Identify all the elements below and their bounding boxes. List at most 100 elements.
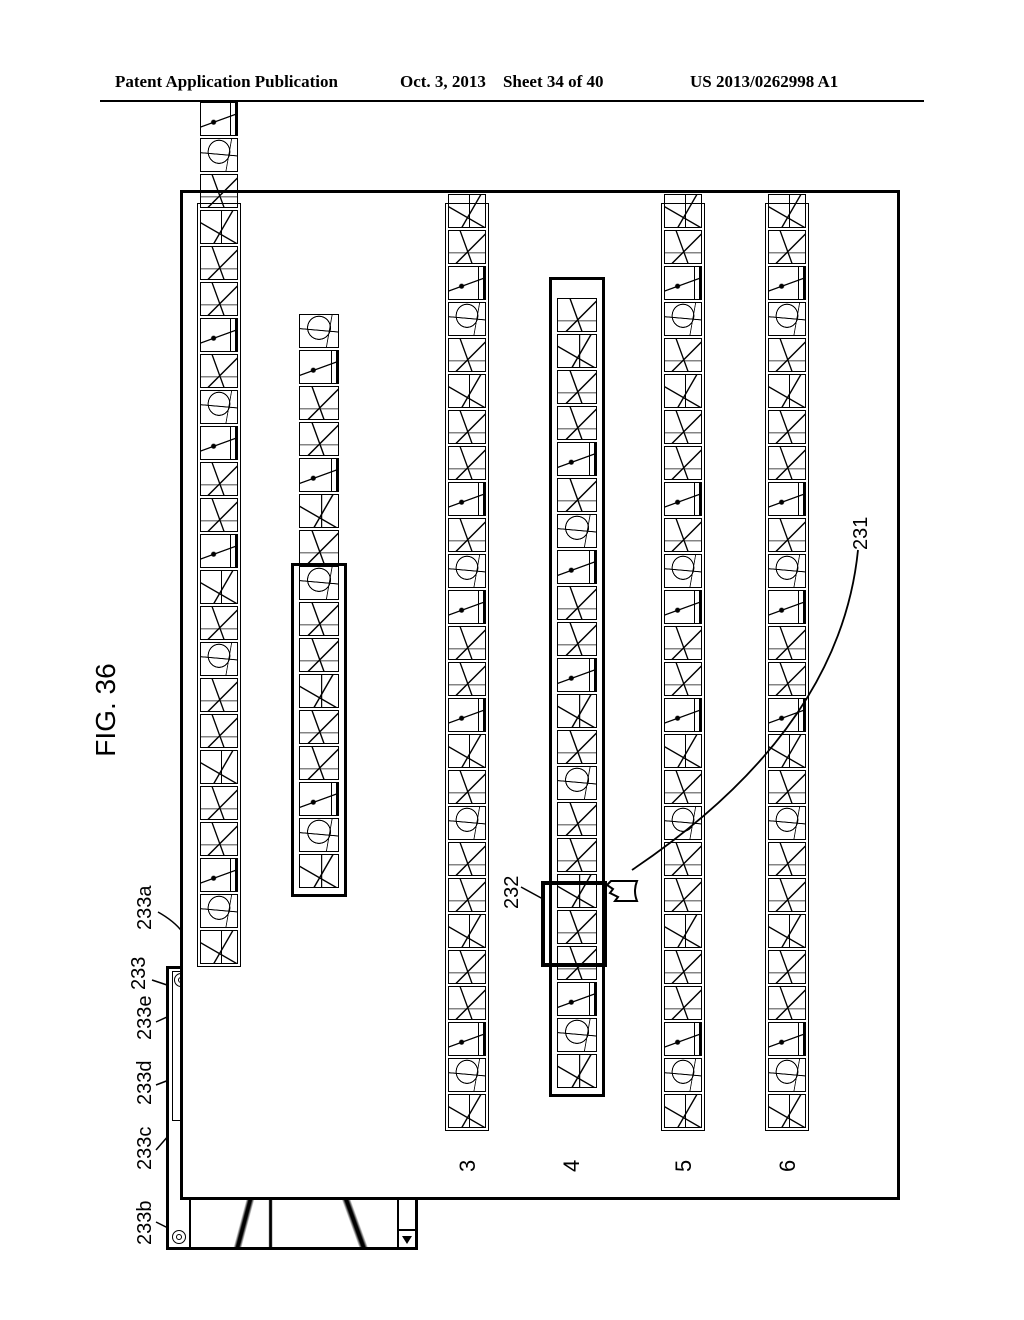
thumbnail[interactable] [299,710,339,744]
thumbnail[interactable] [299,782,339,816]
thumbnail[interactable] [200,210,238,244]
thumbnail[interactable] [768,194,806,228]
thumbnail[interactable] [768,950,806,984]
thumbnail[interactable] [664,302,702,336]
thumbnail[interactable] [768,1094,806,1128]
thumbnail[interactable] [557,334,597,368]
thumbnail[interactable] [200,498,238,532]
thumbnail[interactable] [557,586,597,620]
thumbnail[interactable] [448,194,486,228]
thumbnail[interactable] [299,566,339,600]
thumbnail[interactable] [768,986,806,1020]
thumbnail[interactable] [768,266,806,300]
thumbnail[interactable] [448,1094,486,1128]
thumbnail[interactable] [299,638,339,672]
thumbnail[interactable] [448,662,486,696]
thumbnail[interactable] [200,642,238,676]
thumbnail[interactable] [448,842,486,876]
thumbnail[interactable] [448,986,486,1020]
thumbnail[interactable] [664,230,702,264]
thumbnail[interactable] [448,374,486,408]
thumbnail[interactable] [557,370,597,404]
thumbnail[interactable] [299,422,339,456]
thumbnail[interactable] [448,554,486,588]
thumbnail[interactable] [299,494,339,528]
thumbnail[interactable] [768,374,806,408]
thumbnail[interactable] [768,914,806,948]
thumbnail[interactable] [200,462,238,496]
btn-233b-icon[interactable] [171,1229,187,1245]
thumbnail[interactable] [768,482,806,516]
thumbnail[interactable] [557,1018,597,1052]
thumbnail[interactable] [557,658,597,692]
thumbnail[interactable] [664,266,702,300]
thumbnail[interactable] [448,230,486,264]
thumbnail[interactable] [664,374,702,408]
thumbnail[interactable] [448,302,486,336]
thumbnail[interactable] [200,138,238,172]
thumbnail[interactable] [557,1054,597,1088]
thumbnail[interactable] [299,818,339,852]
thumbnail[interactable] [768,302,806,336]
thumbnail[interactable] [299,530,339,564]
thumbnail[interactable] [557,550,597,584]
thumbnail[interactable] [200,426,238,460]
thumbnail[interactable] [200,822,238,856]
thumbnail[interactable] [768,1058,806,1092]
thumbnail-strip[interactable] [197,203,241,967]
thumbnail[interactable] [200,858,238,892]
thumbnail[interactable] [200,606,238,640]
scroll-left-icon[interactable] [399,1229,415,1247]
thumbnail[interactable] [664,410,702,444]
thumbnail[interactable] [664,482,702,516]
thumbnail[interactable] [557,478,597,512]
thumbnail[interactable] [557,406,597,440]
thumbnail[interactable] [299,386,339,420]
thumbnail[interactable] [664,950,702,984]
thumbnail[interactable] [200,534,238,568]
thumbnail[interactable] [448,950,486,984]
thumbnail[interactable] [200,174,238,208]
thumbnail[interactable] [448,1022,486,1056]
thumbnail[interactable] [664,338,702,372]
thumbnail[interactable] [448,410,486,444]
thumbnail[interactable] [664,194,702,228]
thumbnail[interactable] [299,314,339,348]
thumbnail[interactable] [200,678,238,712]
thumbnail[interactable] [200,318,238,352]
thumbnail[interactable] [200,570,238,604]
thumbnail[interactable] [299,746,339,780]
thumbnail[interactable] [664,986,702,1020]
highlight-232[interactable] [541,881,607,967]
thumbnail[interactable] [768,446,806,480]
thumbnail[interactable] [768,230,806,264]
thumbnail[interactable] [768,878,806,912]
thumbnail[interactable] [557,802,597,836]
thumbnail[interactable] [448,626,486,660]
thumbnail[interactable] [557,514,597,548]
thumbnail[interactable] [557,298,597,332]
thumbnail[interactable] [200,930,238,964]
thumbnail[interactable] [299,458,339,492]
thumbnail[interactable] [557,694,597,728]
thumbnail[interactable] [200,750,238,784]
thumbnail[interactable] [299,854,339,888]
thumbnail[interactable] [448,446,486,480]
thumbnail[interactable] [448,590,486,624]
thumbnail[interactable] [557,982,597,1016]
thumbnail[interactable] [448,734,486,768]
thumbnail[interactable] [448,482,486,516]
thumbnail[interactable] [664,1058,702,1092]
thumbnail[interactable] [448,806,486,840]
thumbnail[interactable] [448,878,486,912]
thumbnail[interactable] [768,1022,806,1056]
thumbnail[interactable] [299,602,339,636]
thumbnail[interactable] [200,390,238,424]
thumbnail[interactable] [448,1058,486,1092]
thumbnail[interactable] [557,442,597,476]
thumbnail[interactable] [448,770,486,804]
thumbnail[interactable] [448,914,486,948]
thumbnail[interactable] [200,354,238,388]
thumbnail[interactable] [557,838,597,872]
thumbnail[interactable] [200,894,238,928]
